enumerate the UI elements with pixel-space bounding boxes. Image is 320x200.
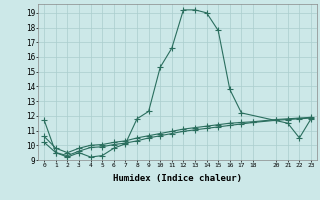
X-axis label: Humidex (Indice chaleur): Humidex (Indice chaleur) — [113, 174, 242, 183]
